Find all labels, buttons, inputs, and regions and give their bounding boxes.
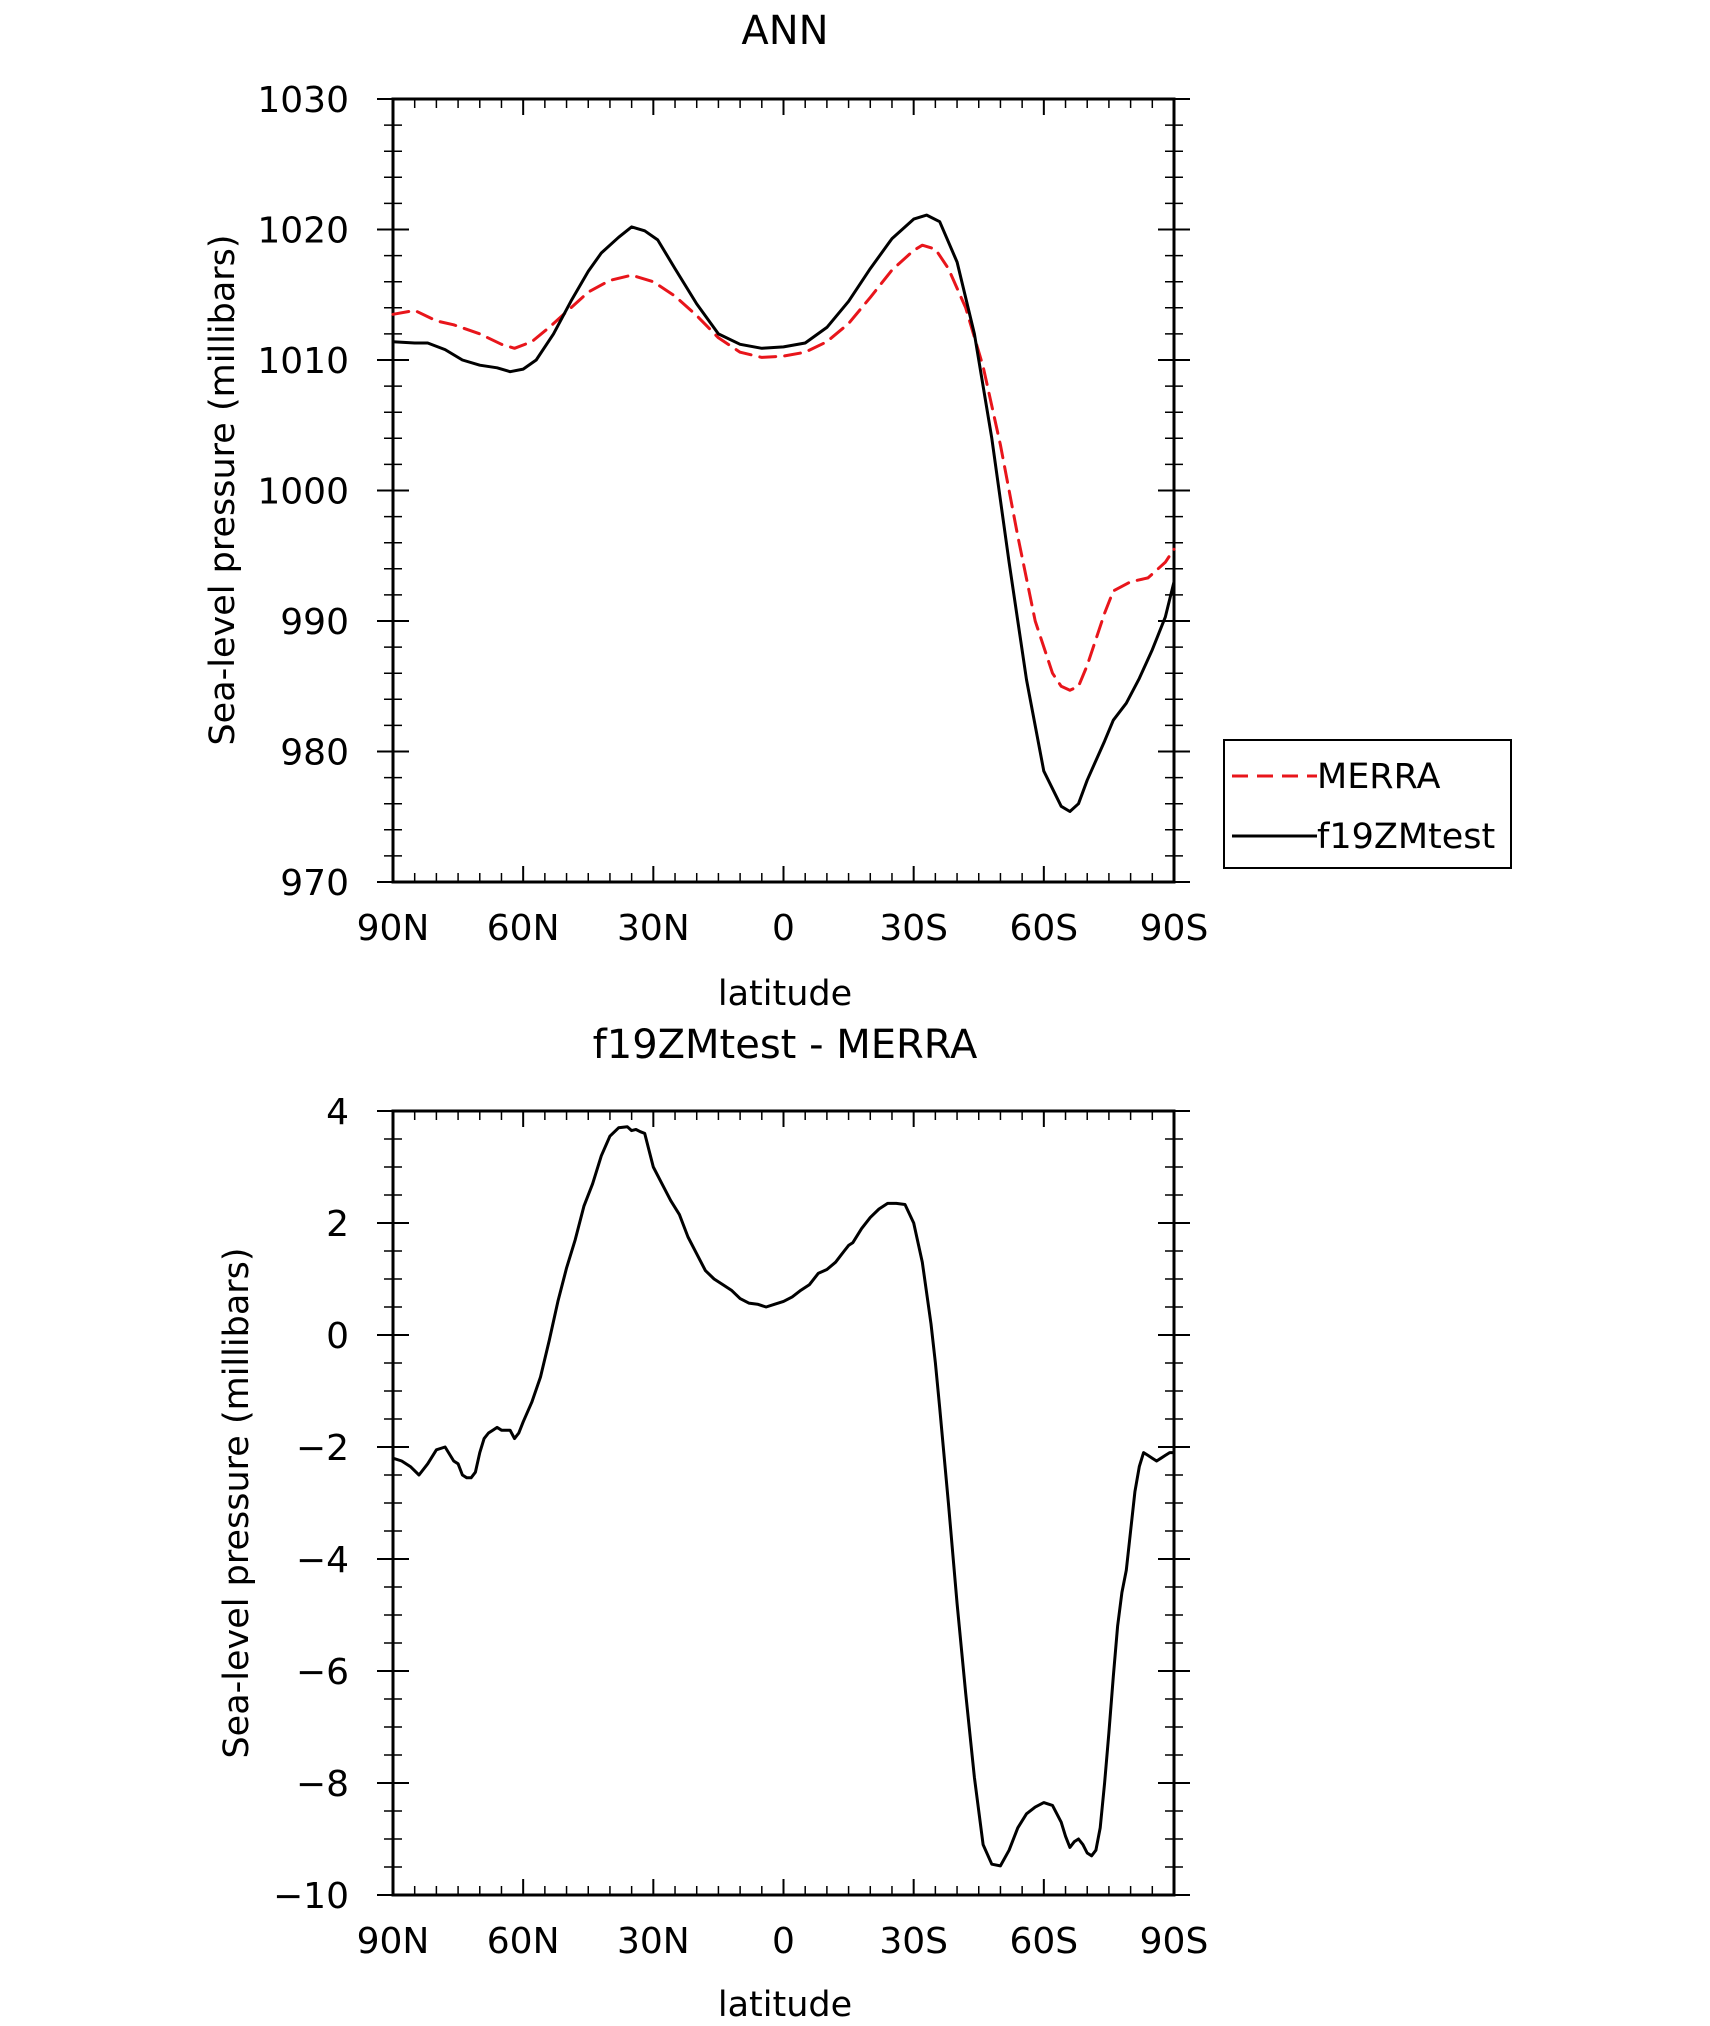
x-tick-label: 0 — [772, 1921, 795, 1962]
y-tick-label: 1020 — [257, 211, 349, 252]
x-tick-label: 30S — [879, 1921, 948, 1962]
plot-frame — [391, 97, 1176, 884]
series-lines — [391, 1125, 1176, 1868]
y-axis-label: Sea-level pressure (millibars) — [217, 1247, 257, 1758]
x-tick-label: 60N — [487, 1921, 560, 1962]
y-tick-label: −4 — [296, 1540, 349, 1581]
x-tick-labels: 90N 60N 30N 0 30S 60S 90S — [357, 1921, 1209, 1962]
y-tick-label: 1010 — [257, 341, 349, 382]
y-tick-label: 980 — [280, 733, 349, 774]
chart-sea-level-pressure-ann: ANN 90N 60N 30N 0 30S 60S 90S 1030 1020 1010 1000… — [203, 8, 1512, 1014]
x-tick-label: 90S — [1140, 1921, 1209, 1962]
y-tick-label: 2 — [326, 1204, 349, 1245]
y-tick-label: −10 — [273, 1876, 349, 1917]
y-tick-label: −2 — [296, 1428, 349, 1469]
y-tick-label: 990 — [280, 602, 349, 643]
legend-box — [1223, 739, 1512, 869]
legend-label-merra: MERRA — [1317, 757, 1441, 797]
plot-frame — [391, 1109, 1176, 1897]
chart-title: ANN — [741, 8, 828, 54]
x-tick-label: 30S — [879, 908, 948, 949]
y-tick-label: −6 — [296, 1652, 349, 1693]
y-tick-label: 970 — [280, 863, 349, 904]
y-tick-label: 4 — [326, 1092, 349, 1133]
x-tick-labels: 90N 60N 30N 0 30S 60S 90S — [357, 908, 1209, 949]
y-tick-label: 0 — [326, 1316, 349, 1357]
x-axis-label: latitude — [718, 1985, 852, 2021]
x-tick-label: 30N — [617, 1921, 690, 1962]
series-line-merra — [391, 243, 1176, 692]
chart-title: f19ZMtest - MERRA — [593, 1022, 978, 1068]
series-line-f19zmtest — [391, 213, 1176, 813]
x-tick-label: 60S — [1009, 1921, 1078, 1962]
axis-ticks — [377, 1110, 1190, 1896]
x-tick-label: 60N — [487, 908, 560, 949]
x-tick-label: 90N — [357, 908, 430, 949]
series-line-difference — [391, 1125, 1176, 1868]
y-tick-labels: 4 2 0 −2 −4 −6 −8 −10 — [273, 1092, 349, 1917]
x-tick-label: 90S — [1140, 908, 1209, 949]
x-tick-label: 0 — [772, 908, 795, 949]
x-axis-label: latitude — [718, 974, 852, 1014]
legend: MERRA f19ZMtest — [1223, 739, 1512, 869]
y-tick-label: 1030 — [257, 80, 349, 121]
chart-sea-level-pressure-difference: f19ZMtest - MERRA 90N 60N 30N 0 30S 60S 90S 4 2… — [217, 1022, 1209, 2025]
axis-ticks — [377, 98, 1190, 883]
y-tick-labels: 1030 1020 1010 1000 990 980 970 — [257, 80, 349, 904]
x-tick-label: 30N — [617, 908, 690, 949]
y-axis-label: Sea-level pressure (millibars) — [203, 234, 243, 745]
legend-label-f19zmtest: f19ZMtest — [1317, 817, 1495, 857]
y-tick-label: −8 — [296, 1764, 349, 1805]
series-lines — [391, 213, 1176, 813]
y-tick-label: 1000 — [257, 472, 349, 513]
x-tick-label: 90N — [357, 1921, 430, 1962]
x-tick-label: 60S — [1009, 908, 1078, 949]
